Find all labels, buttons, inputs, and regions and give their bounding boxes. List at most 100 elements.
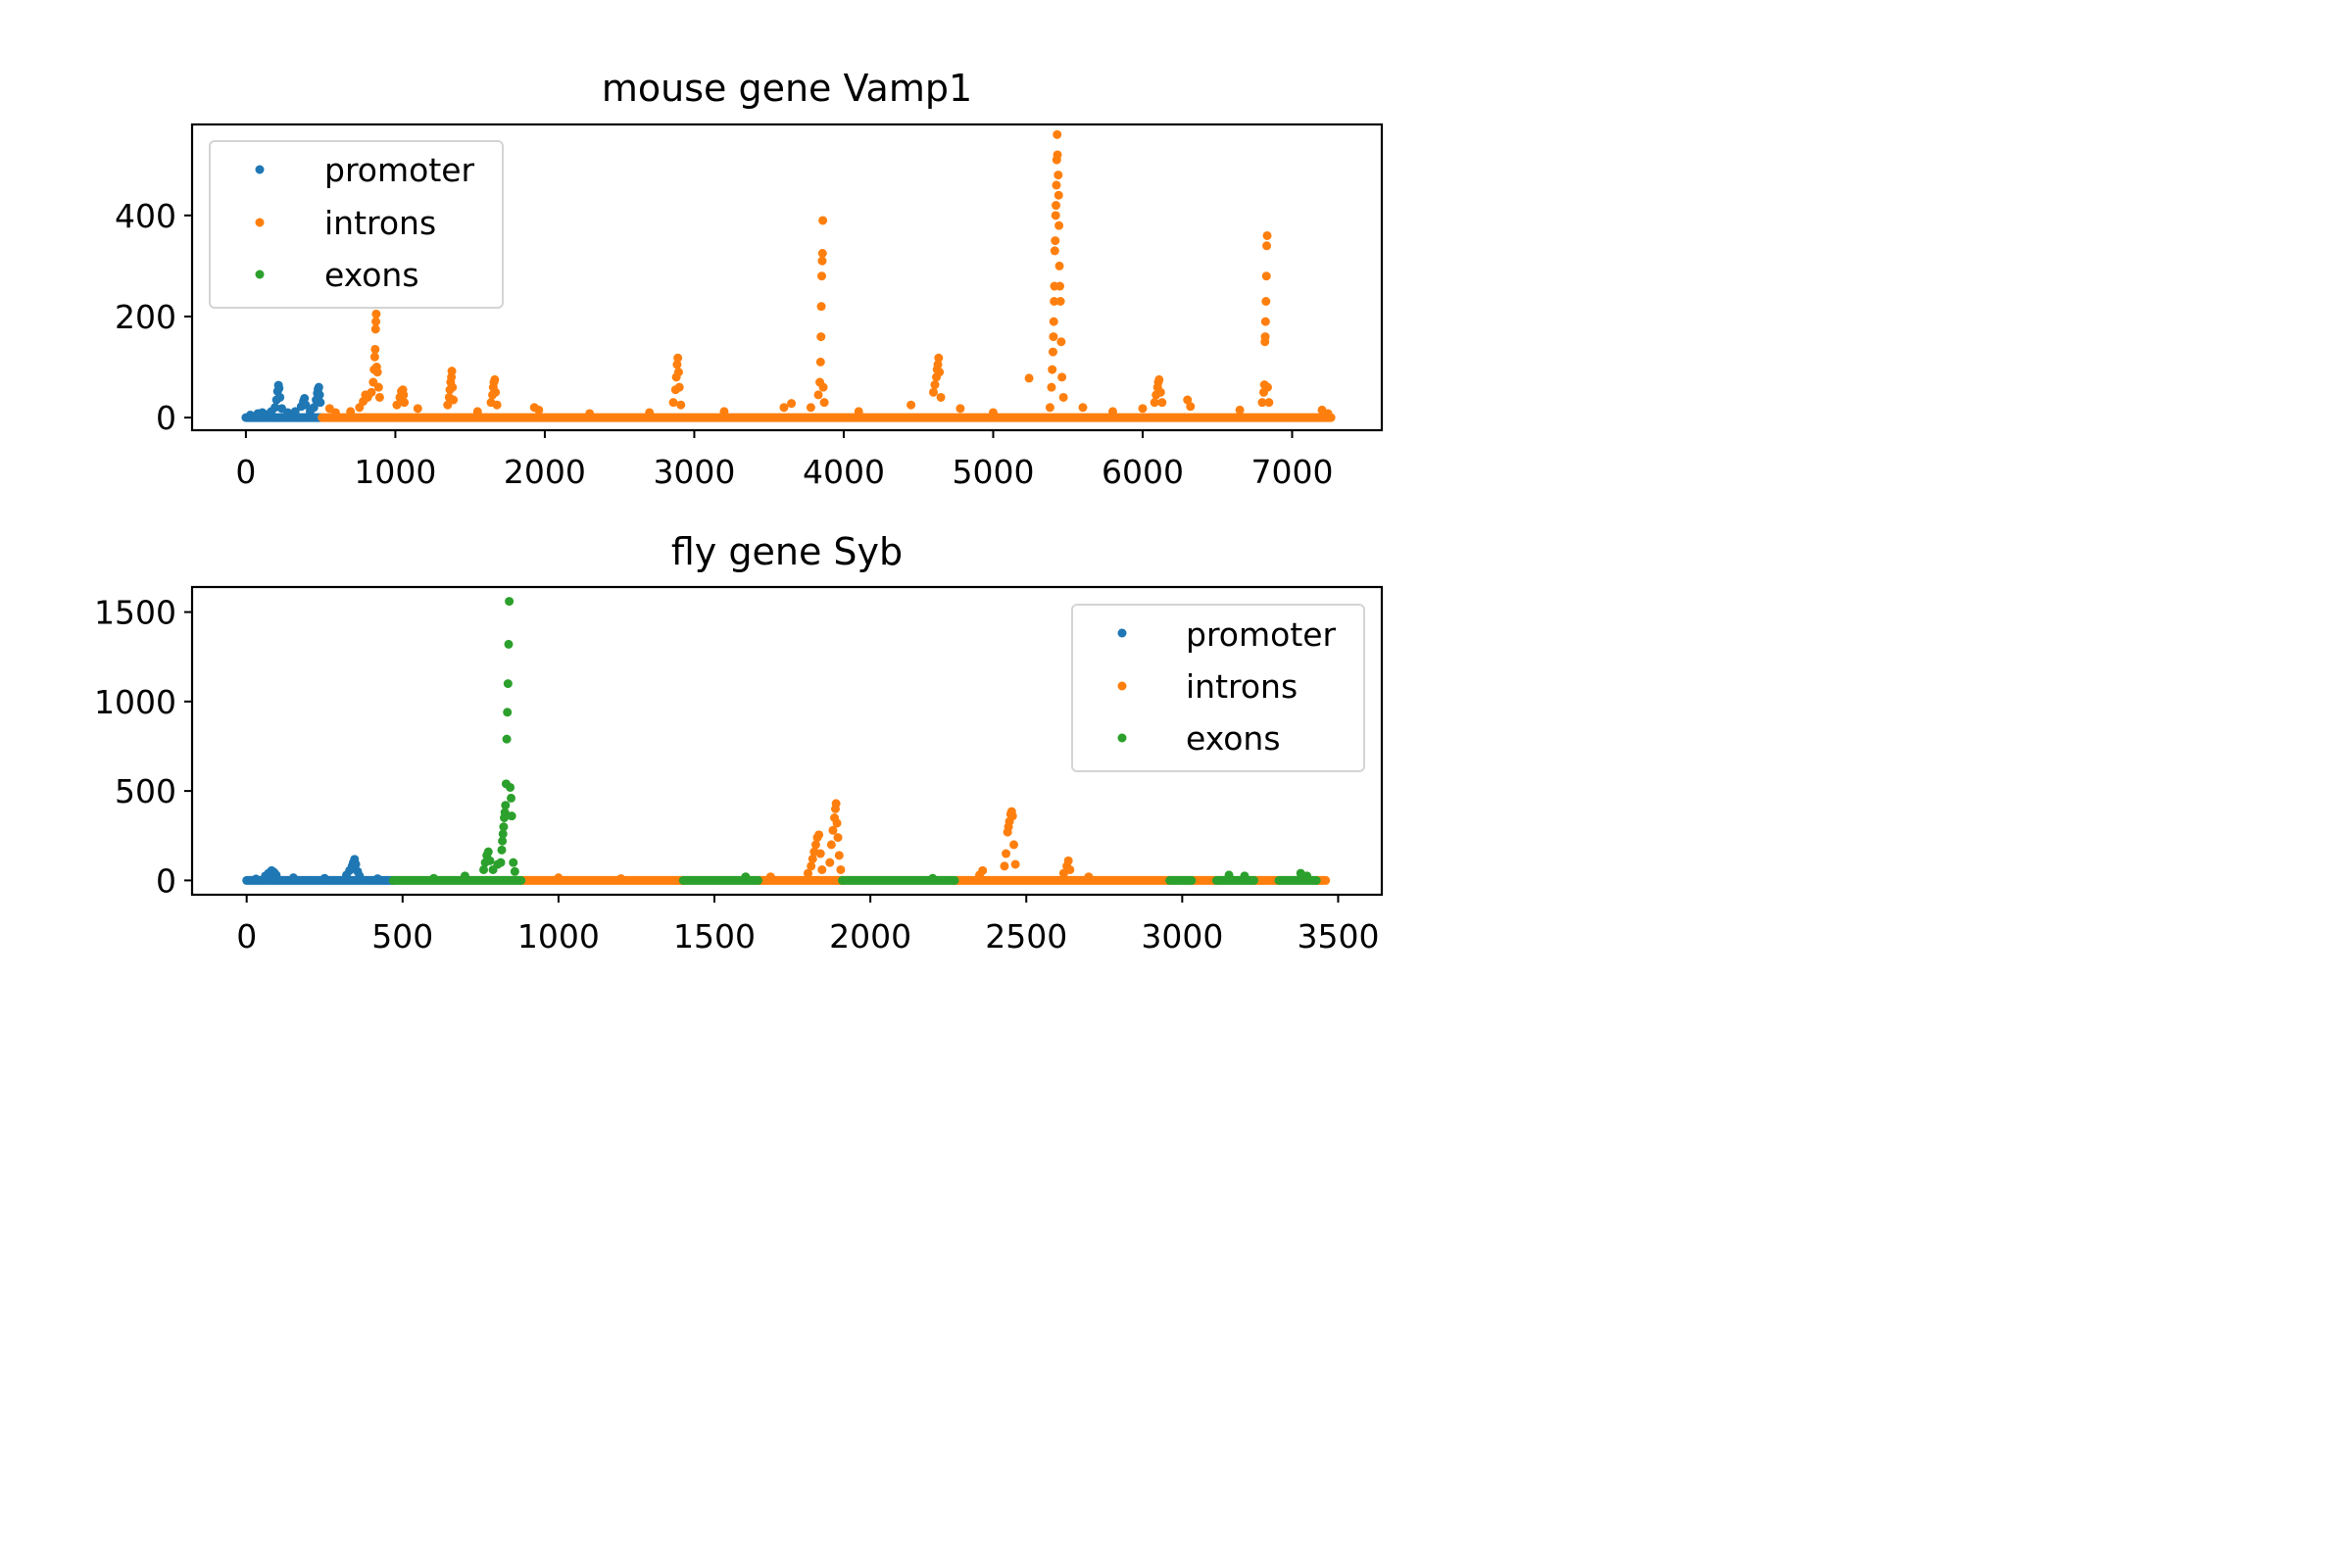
y-axis: 0 500 1000 1500 — [94, 594, 192, 900]
legend-marker-promoter — [255, 165, 265, 174]
introns-point — [1050, 246, 1059, 256]
exons-point — [501, 801, 511, 810]
introns-point — [1051, 236, 1060, 246]
introns-point — [936, 392, 946, 402]
x-tick-label: 1000 — [517, 917, 600, 956]
exons-point — [460, 871, 469, 881]
exons-point — [507, 811, 516, 821]
subplot-fly-syb: fly gene Syb 0 500 1000 1500 2000 2500 3000 350… — [94, 530, 1384, 956]
introns-point — [1264, 398, 1274, 408]
introns-point — [674, 382, 684, 392]
exons-point — [479, 864, 489, 874]
introns-point — [374, 392, 384, 402]
introns-point — [808, 854, 817, 863]
legend-frame — [1071, 604, 1365, 772]
introns-point — [373, 382, 383, 392]
introns-point — [645, 408, 655, 417]
legend-label-promoter: promoter — [1186, 615, 1337, 654]
introns-point — [814, 830, 824, 840]
x-tick-label: 5000 — [952, 453, 1034, 491]
introns-point — [1045, 403, 1054, 413]
promoter-point — [283, 408, 293, 417]
introns-point — [815, 849, 825, 858]
introns-point — [1323, 409, 1333, 418]
introns-point — [1257, 398, 1267, 408]
x-tick-label: 500 — [371, 917, 433, 956]
promoter-point — [275, 392, 285, 402]
x-tick-label: 3500 — [1297, 917, 1379, 956]
x-tick-label: 0 — [236, 917, 257, 956]
introns-point — [1186, 402, 1196, 412]
introns-point — [1051, 211, 1060, 220]
exons-point — [1224, 870, 1234, 880]
legend-marker-exons — [255, 270, 265, 279]
introns-point — [816, 332, 826, 342]
axes-frame — [190, 585, 1384, 897]
promoter-point — [288, 873, 298, 883]
introns-point — [1049, 332, 1058, 342]
legend-label-exons: exons — [324, 256, 419, 294]
y-tick-label: 1500 — [94, 594, 176, 632]
introns-point — [816, 302, 826, 312]
exons-point — [1240, 871, 1250, 881]
introns-point — [978, 865, 988, 875]
introns-point — [443, 400, 453, 410]
introns-point — [1054, 281, 1064, 291]
introns-point — [372, 368, 382, 377]
introns-point — [1009, 840, 1019, 850]
legend: promoter introns exons — [209, 140, 504, 309]
introns-point — [447, 367, 457, 376]
introns-point — [371, 309, 381, 318]
introns-point — [1052, 180, 1061, 190]
introns-point — [818, 216, 828, 225]
introns-point — [854, 407, 863, 416]
introns-point — [934, 353, 944, 363]
x-tick-label: 1000 — [354, 453, 436, 491]
introns-point — [1063, 856, 1073, 865]
introns-point — [673, 353, 683, 363]
y-tick-label: 0 — [156, 861, 176, 900]
introns-point — [831, 799, 841, 808]
introns-point — [1055, 296, 1065, 306]
x-tick-label: 2000 — [504, 453, 586, 491]
promoter-point — [315, 390, 324, 400]
introns-point — [806, 403, 815, 413]
promoter-point — [245, 411, 255, 420]
x-axis: 0 500 1000 1500 2000 2500 3000 3500 — [236, 895, 1379, 956]
exons-point — [429, 873, 439, 883]
introns-point — [813, 390, 823, 400]
promoter-point — [270, 403, 280, 413]
x-tick-label: 3000 — [1141, 917, 1223, 956]
introns-point — [676, 400, 686, 410]
x-tick-label: 0 — [235, 453, 256, 491]
legend-marker-introns — [255, 218, 265, 227]
exons-point — [509, 858, 518, 867]
introns-point — [1107, 407, 1117, 416]
introns-point — [833, 833, 843, 843]
y-tick-label: 1000 — [94, 683, 176, 721]
introns-point — [1053, 129, 1062, 139]
introns-point — [392, 400, 402, 410]
introns-point — [449, 395, 459, 405]
introns-point — [370, 344, 380, 354]
promoter-point — [274, 383, 284, 393]
introns-point — [930, 380, 940, 390]
introns-point — [1048, 365, 1057, 374]
promoter-point — [301, 400, 311, 410]
introns-point — [1056, 337, 1066, 347]
promoter-point — [271, 870, 281, 880]
introns-point — [1054, 261, 1064, 270]
introns-point — [400, 398, 410, 408]
introns-point — [1157, 398, 1167, 408]
legend-frame — [209, 140, 504, 309]
introns-point — [585, 409, 595, 418]
exons-point — [496, 858, 506, 867]
promoter-point — [355, 871, 365, 881]
introns-point — [834, 851, 844, 860]
introns-point — [826, 840, 836, 850]
exons-point — [505, 597, 514, 607]
introns-point — [1054, 220, 1064, 230]
legend-marker-exons — [1117, 733, 1127, 743]
y-tick-label: 0 — [156, 399, 176, 437]
x-tick-label: 2000 — [829, 917, 911, 956]
